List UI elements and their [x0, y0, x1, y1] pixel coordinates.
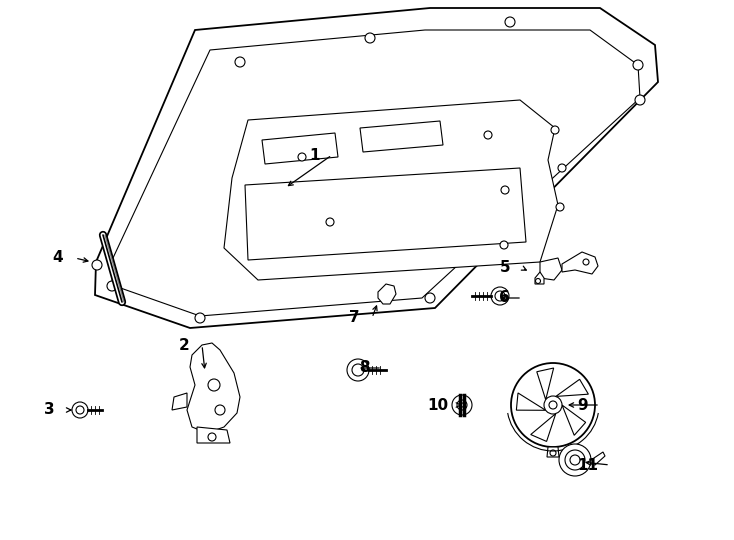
Circle shape [559, 444, 591, 476]
Circle shape [570, 455, 580, 465]
Polygon shape [516, 393, 545, 410]
Text: 2: 2 [179, 338, 190, 353]
Circle shape [460, 403, 464, 407]
Text: 6: 6 [499, 291, 510, 306]
Circle shape [505, 17, 515, 27]
Text: 7: 7 [349, 310, 360, 326]
Circle shape [633, 60, 643, 70]
Polygon shape [378, 284, 396, 304]
Polygon shape [245, 168, 526, 260]
Circle shape [76, 406, 84, 414]
Text: 8: 8 [360, 361, 370, 375]
Text: 9: 9 [578, 397, 588, 413]
Circle shape [558, 164, 566, 172]
Text: 11: 11 [577, 457, 598, 472]
Circle shape [536, 279, 540, 284]
Circle shape [583, 259, 589, 265]
Polygon shape [172, 393, 187, 410]
Polygon shape [556, 379, 589, 396]
Polygon shape [562, 252, 598, 274]
Circle shape [72, 402, 88, 418]
Text: 1: 1 [310, 147, 320, 163]
Circle shape [556, 203, 564, 211]
Circle shape [365, 33, 375, 43]
Circle shape [549, 401, 557, 409]
Circle shape [235, 57, 245, 67]
Circle shape [551, 126, 559, 134]
Polygon shape [224, 100, 558, 280]
Polygon shape [591, 452, 605, 465]
Circle shape [208, 433, 216, 441]
Circle shape [501, 186, 509, 194]
Polygon shape [360, 121, 443, 152]
Circle shape [457, 400, 467, 410]
Circle shape [511, 363, 595, 447]
Circle shape [452, 395, 472, 415]
Circle shape [500, 241, 508, 249]
Circle shape [208, 379, 220, 391]
Polygon shape [187, 343, 240, 433]
Circle shape [215, 405, 225, 415]
Polygon shape [197, 427, 230, 443]
Circle shape [425, 293, 435, 303]
Text: 5: 5 [499, 260, 510, 275]
Polygon shape [535, 272, 544, 284]
Circle shape [544, 396, 562, 414]
Circle shape [195, 313, 205, 323]
Polygon shape [562, 405, 586, 435]
Polygon shape [95, 8, 658, 328]
Circle shape [495, 291, 505, 301]
Circle shape [484, 131, 492, 139]
Polygon shape [537, 368, 553, 400]
Circle shape [347, 359, 369, 381]
Polygon shape [531, 414, 556, 441]
Circle shape [352, 364, 364, 376]
Text: 4: 4 [52, 251, 63, 266]
Circle shape [298, 153, 306, 161]
Text: 10: 10 [427, 397, 448, 413]
Circle shape [635, 95, 645, 105]
Circle shape [550, 450, 556, 456]
Circle shape [326, 218, 334, 226]
Circle shape [107, 281, 117, 291]
Polygon shape [112, 30, 640, 316]
Circle shape [491, 287, 509, 305]
Circle shape [565, 450, 585, 470]
Text: 3: 3 [44, 402, 55, 417]
Polygon shape [540, 258, 562, 280]
Polygon shape [547, 447, 559, 457]
Circle shape [92, 260, 102, 270]
Polygon shape [262, 133, 338, 164]
